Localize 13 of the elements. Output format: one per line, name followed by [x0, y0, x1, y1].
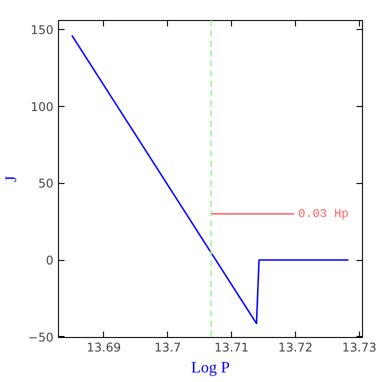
y-tick-label: 100 — [30, 100, 54, 114]
y-tick-label: −50 — [28, 330, 54, 344]
x-tick-label: 13.72 — [278, 340, 313, 354]
y-tick-label: 150 — [30, 22, 54, 37]
y-tick-label: 50 — [38, 176, 54, 191]
x-tick-label: 13.73 — [342, 340, 376, 354]
y-tick-label: 0 — [46, 254, 54, 268]
x-tick-label: 13.7 — [154, 340, 182, 354]
annotation: 0.03 Hp — [298, 206, 349, 221]
x-tick-label: 13.69 — [86, 340, 122, 354]
x-axis-title: Log P — [191, 360, 230, 376]
x-tick-label: 13.71 — [214, 340, 249, 354]
y-axis-title: J — [3, 176, 20, 182]
